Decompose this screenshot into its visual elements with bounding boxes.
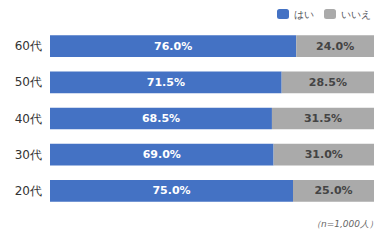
svg-text:はい: はい: [294, 9, 314, 20]
svg-text:いいえ: いいえ: [341, 9, 371, 20]
svg-text:40代: 40代: [15, 112, 42, 126]
svg-text:69.0%: 69.0%: [143, 148, 181, 161]
svg-text:28.5%: 28.5%: [309, 76, 347, 89]
svg-text:30代: 30代: [15, 148, 42, 162]
svg-text:（n=1,000人）: （n=1,000人）: [312, 219, 378, 229]
svg-text:68.5%: 68.5%: [142, 112, 180, 125]
svg-text:24.0%: 24.0%: [316, 40, 354, 53]
svg-text:60代: 60代: [15, 39, 42, 53]
svg-text:25.0%: 25.0%: [314, 184, 352, 197]
svg-text:71.5%: 71.5%: [147, 76, 185, 89]
svg-text:20代: 20代: [15, 184, 42, 198]
svg-text:75.0%: 75.0%: [152, 184, 190, 197]
svg-text:76.0%: 76.0%: [154, 40, 192, 53]
svg-text:31.0%: 31.0%: [305, 148, 343, 161]
svg-text:31.5%: 31.5%: [304, 112, 342, 125]
svg-text:50代: 50代: [15, 75, 42, 89]
